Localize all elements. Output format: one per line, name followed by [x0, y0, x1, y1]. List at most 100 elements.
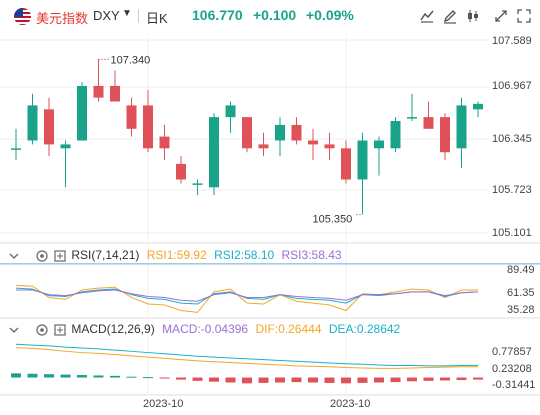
price-change: +0.100: [253, 7, 297, 23]
add-indicator-icon[interactable]: [54, 324, 66, 336]
candle-body: [159, 136, 170, 149]
candle-body: [324, 144, 335, 149]
candle-body: [341, 148, 351, 180]
settings-icon[interactable]: [36, 250, 48, 262]
macd-value: MACD:-0.04396: [162, 322, 249, 336]
macd-bar: [374, 377, 384, 383]
indicator-icon[interactable]: [465, 8, 481, 24]
divider: [138, 9, 139, 23]
candle-body: [374, 140, 384, 149]
macd-bar: [440, 377, 450, 381]
expand-icon[interactable]: [493, 8, 509, 24]
macd-bar: [27, 373, 38, 378]
rsi2-value: RSI2:58.10: [214, 248, 275, 262]
draw-pen-icon[interactable]: [442, 8, 458, 24]
dea-value: DEA:0.28642: [328, 322, 401, 336]
rsi-line-1: [15, 284, 478, 313]
macd-bar: [159, 377, 170, 379]
chart-header: 美元指数 DXY ▼ 日K 106.770 +0.100 +0.09%: [0, 0, 540, 34]
candle-body: [77, 85, 87, 141]
macd-bar: [192, 377, 203, 381]
macd-bar: [44, 374, 54, 378]
date-tick: 2023-10: [330, 398, 371, 410]
macd-bar: [60, 374, 71, 378]
macd-controls[interactable]: [8, 323, 68, 337]
dif-value: DIF:0.26444: [255, 322, 322, 336]
macd-bar: [423, 377, 434, 381]
macd-bar: [341, 377, 351, 384]
us-flag-icon: [14, 8, 31, 25]
macd-bar: [126, 376, 137, 378]
rsi-line-2: [15, 287, 479, 305]
candle-body: [44, 109, 54, 145]
rsi-title: RSI(7,14,21): [71, 248, 140, 262]
rsi1-value: RSI1:59.92: [146, 248, 207, 262]
rsi-tick: 61.35: [507, 287, 535, 299]
macd-bar: [225, 377, 236, 383]
candle-body: [440, 117, 450, 153]
price-change-pct: +0.09%: [306, 7, 354, 23]
dea-line: [15, 343, 478, 367]
fullscreen-icon[interactable]: [516, 8, 532, 24]
macd-legend: MACD(12,26,9) MACD:-0.04396 DIF:0.26444 …: [8, 322, 400, 337]
candle-body: [11, 148, 21, 150]
macd-tick: -0.31441: [492, 379, 536, 391]
dif-line: [15, 347, 478, 369]
price-tick: 107.589: [492, 35, 532, 47]
rsi-tick: 89.49: [507, 264, 535, 276]
rsi-controls[interactable]: [8, 249, 68, 263]
candle-body: [143, 105, 153, 149]
candle-body: [209, 117, 219, 188]
candle-body: [423, 117, 434, 129]
symbol-name[interactable]: 美元指数: [36, 11, 89, 26]
candle-body: [357, 140, 368, 180]
macd-bar: [93, 375, 104, 378]
add-indicator-icon[interactable]: [54, 250, 66, 262]
period-selector[interactable]: 日K: [146, 11, 168, 26]
macd-bar: [275, 377, 285, 383]
price-tick: 105.101: [492, 227, 532, 239]
price-tick: 106.345: [492, 133, 532, 145]
macd-bar: [242, 377, 252, 384]
chevron-down-icon[interactable]: ▼: [122, 8, 132, 19]
candle-body: [126, 105, 137, 129]
candle-body: [60, 144, 71, 149]
low-annotation: 105.350: [313, 214, 353, 226]
macd-bar: [77, 375, 87, 378]
macd-title: MACD(12,26,9): [71, 322, 155, 336]
candle-body: [473, 103, 483, 110]
macd-bar: [456, 377, 467, 381]
candle-body: [242, 117, 252, 149]
symbol-code[interactable]: DXY: [93, 8, 120, 23]
candle-body: [93, 85, 104, 98]
macd-bar: [258, 377, 269, 383]
macd-bar: [308, 377, 318, 383]
candle-body: [390, 121, 401, 149]
rsi3-value: RSI3:58.43: [281, 248, 342, 262]
last-price: 106.770: [192, 7, 243, 23]
rsi-tick: 35.28: [507, 304, 535, 316]
macd-bar: [407, 377, 417, 382]
macd-bar: [209, 377, 219, 382]
candle-body: [192, 183, 203, 185]
date-tick: 2023-10: [143, 398, 184, 410]
macd-bar: [324, 377, 335, 383]
rsi-legend: RSI(7,14,21) RSI1:59.92 RSI2:58.10 RSI3:…: [8, 248, 342, 263]
macd-bar: [110, 375, 120, 378]
candle-body: [110, 85, 120, 102]
macd-bar: [390, 377, 401, 383]
candle-body: [27, 105, 38, 141]
candle-body: [258, 144, 269, 149]
settings-icon-center: [40, 254, 44, 258]
chart-type-icon[interactable]: [419, 8, 435, 24]
collapse-icon[interactable]: [9, 253, 19, 259]
settings-icon[interactable]: [36, 324, 48, 336]
collapse-icon[interactable]: [9, 327, 19, 333]
candle-body: [291, 124, 302, 141]
price-tick: 106.967: [492, 80, 532, 92]
candle-body: [407, 117, 417, 119]
candle-body: [225, 105, 236, 118]
candle-body: [275, 124, 285, 141]
candle-body: [176, 163, 186, 180]
